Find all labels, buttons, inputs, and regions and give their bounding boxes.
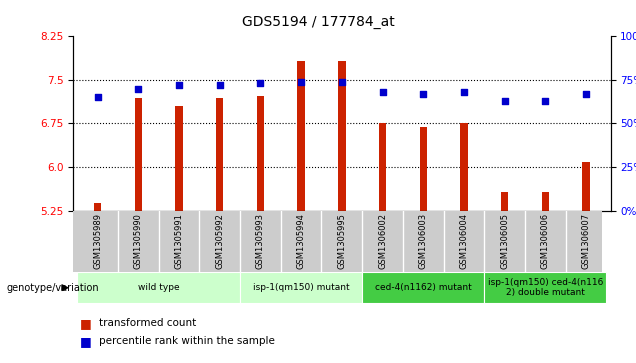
Text: ■: ■ [80, 317, 91, 330]
Text: ced-4(n1162) mutant: ced-4(n1162) mutant [375, 283, 472, 292]
Text: GSM1305993: GSM1305993 [256, 213, 265, 269]
Text: genotype/variation: genotype/variation [6, 283, 99, 293]
Bar [176, 106, 183, 211]
Text: isp-1(qm150) ced-4(n116
2) double mutant: isp-1(qm150) ced-4(n116 2) double mutant [488, 278, 603, 297]
Text: GSM1305990: GSM1305990 [134, 213, 142, 269]
Text: wild type: wild type [138, 283, 179, 292]
Bar [94, 203, 101, 211]
Bar [257, 96, 264, 211]
Bar [338, 61, 345, 211]
Text: ■: ■ [80, 335, 91, 348]
Point [255, 81, 265, 86]
Point [214, 82, 225, 88]
Text: GSM1306006: GSM1306006 [541, 213, 550, 269]
Text: GSM1306002: GSM1306002 [378, 213, 387, 269]
Point [174, 82, 184, 88]
Bar [363, 272, 485, 303]
Bar [135, 98, 142, 211]
Bar [485, 272, 607, 303]
Bar [216, 98, 223, 211]
Text: GSM1305989: GSM1305989 [93, 213, 102, 269]
Text: GSM1305992: GSM1305992 [215, 213, 225, 269]
Bar [583, 162, 590, 211]
Point [296, 79, 306, 85]
Bar [501, 192, 508, 211]
Point [500, 98, 510, 104]
Point [133, 86, 143, 91]
Point [459, 89, 469, 95]
Point [581, 91, 591, 97]
Point [337, 79, 347, 85]
Text: GSM1306004: GSM1306004 [459, 213, 469, 269]
Bar [298, 61, 305, 211]
Point [92, 94, 102, 100]
Text: transformed count: transformed count [99, 318, 196, 328]
Text: GSM1305991: GSM1305991 [174, 213, 184, 269]
Bar [460, 123, 467, 211]
Bar [77, 272, 240, 303]
Bar [542, 192, 549, 211]
Point [378, 89, 388, 95]
Bar [379, 123, 386, 211]
Text: GSM1305995: GSM1305995 [337, 213, 347, 269]
Text: GSM1306007: GSM1306007 [582, 213, 591, 269]
Point [541, 98, 551, 104]
Bar [420, 127, 427, 211]
Point [418, 91, 429, 97]
Text: GSM1306005: GSM1306005 [500, 213, 509, 269]
Text: isp-1(qm150) mutant: isp-1(qm150) mutant [253, 283, 349, 292]
Text: percentile rank within the sample: percentile rank within the sample [99, 336, 275, 346]
Text: GSM1305994: GSM1305994 [296, 213, 306, 269]
Bar [240, 272, 363, 303]
Text: GDS5194 / 177784_at: GDS5194 / 177784_at [242, 15, 394, 29]
Text: GSM1306003: GSM1306003 [418, 213, 428, 269]
